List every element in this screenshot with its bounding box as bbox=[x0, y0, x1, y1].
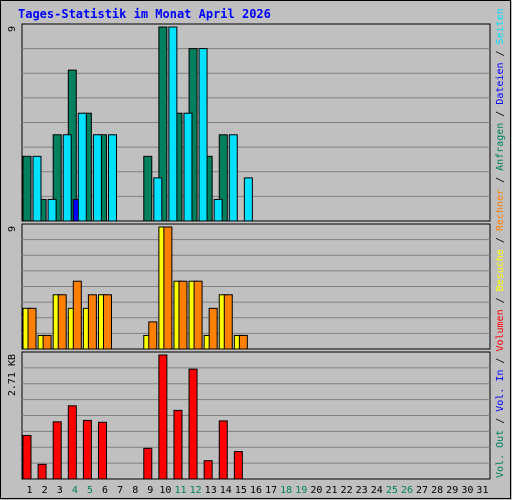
bar-rechner-day-13 bbox=[208, 307, 218, 350]
legend-separator: / bbox=[495, 352, 506, 370]
x-tick-label-9: 9 bbox=[147, 485, 153, 496]
bar-anfragen-day-1 bbox=[22, 155, 32, 222]
x-tick-label-19: 19 bbox=[295, 485, 307, 496]
legend-separator: / bbox=[495, 291, 506, 309]
x-tick-label-4: 4 bbox=[72, 485, 78, 496]
bar-anfragen-day-9 bbox=[143, 155, 153, 222]
legend-item-seiten: Seiten bbox=[495, 8, 506, 44]
bar-rechner-day-5 bbox=[87, 294, 97, 350]
legend-separator: / bbox=[495, 231, 506, 249]
bar-volumen-day-1 bbox=[22, 435, 32, 480]
bar-volumen-day-14 bbox=[218, 420, 228, 480]
bar-rechner-day-1 bbox=[27, 307, 37, 350]
bar-rechner-day-15 bbox=[238, 334, 248, 350]
bar-rechner-day-4 bbox=[72, 280, 82, 350]
x-tick-label-1: 1 bbox=[27, 485, 33, 496]
bar-seiten-day-5 bbox=[92, 134, 102, 222]
bar-seiten-day-13 bbox=[213, 198, 223, 222]
bar-seiten-day-9 bbox=[153, 177, 163, 222]
bar-rechner-day-14 bbox=[223, 294, 233, 350]
x-tick-label-6: 6 bbox=[102, 485, 108, 496]
x-tick-label-30: 30 bbox=[461, 485, 473, 496]
bar-anfragen-day-14 bbox=[218, 134, 228, 222]
legend-item-vol--out: Vol. Out bbox=[495, 430, 506, 478]
bar-seiten-day-6 bbox=[107, 134, 117, 222]
bar-anfragen-day-3 bbox=[52, 134, 62, 222]
x-tick-label-22: 22 bbox=[341, 485, 353, 496]
panel-top-ymax-label: 9 bbox=[7, 26, 18, 32]
bar-seiten-day-15 bbox=[243, 177, 253, 222]
legend-item-rechner: Rechner bbox=[495, 189, 506, 231]
bar-volumen-day-11 bbox=[173, 409, 183, 480]
x-tick-label-11: 11 bbox=[174, 485, 186, 496]
x-tick-label-28: 28 bbox=[431, 485, 443, 496]
x-tick-label-17: 17 bbox=[265, 485, 277, 496]
bar-seiten-day-4 bbox=[77, 112, 87, 222]
chart-title: Tages-Statistik im Monat April 2026 bbox=[18, 7, 271, 21]
x-tick-label-5: 5 bbox=[87, 485, 93, 496]
bar-rechner-day-9 bbox=[148, 321, 158, 350]
x-tick-label-23: 23 bbox=[356, 485, 368, 496]
bar-rechner-day-3 bbox=[57, 294, 67, 350]
bar-volumen-day-3 bbox=[52, 421, 62, 480]
bar-seiten-day-12 bbox=[198, 48, 208, 222]
x-tick-label-18: 18 bbox=[280, 485, 292, 496]
bar-seiten-day-3 bbox=[62, 134, 72, 222]
x-tick-label-7: 7 bbox=[117, 485, 123, 496]
x-tick-label-20: 20 bbox=[310, 485, 322, 496]
bar-volumen-day-13 bbox=[203, 460, 213, 480]
panel-middle-ymax-label: 9 bbox=[7, 226, 18, 232]
x-tick-label-10: 10 bbox=[159, 485, 171, 496]
bar-seiten-day-14 bbox=[228, 134, 238, 222]
legend-item-volumen: Volumen bbox=[495, 309, 506, 351]
legend-separator: / bbox=[495, 44, 506, 62]
bar-volumen-day-2 bbox=[37, 463, 47, 480]
x-tick-label-27: 27 bbox=[416, 485, 428, 496]
panel-middle: 9 bbox=[7, 223, 491, 350]
x-tick-label-12: 12 bbox=[190, 485, 202, 496]
bar-volumen-day-10 bbox=[158, 354, 168, 480]
x-tick-label-25: 25 bbox=[386, 485, 398, 496]
x-tick-label-29: 29 bbox=[446, 485, 458, 496]
legend-separator: / bbox=[495, 412, 506, 430]
x-tick-label-13: 13 bbox=[205, 485, 217, 496]
bar-anfragen-day-10 bbox=[158, 26, 168, 222]
x-tick-label-31: 31 bbox=[476, 485, 488, 496]
x-tick-label-16: 16 bbox=[250, 485, 262, 496]
bar-seiten-day-11 bbox=[183, 112, 193, 222]
bar-rechner-day-10 bbox=[163, 226, 173, 350]
legend-separator: / bbox=[495, 105, 506, 123]
x-tick-label-14: 14 bbox=[220, 485, 232, 496]
legend-separator: / bbox=[495, 171, 506, 189]
bar-rechner-day-12 bbox=[193, 280, 203, 350]
bar-seiten-day-10 bbox=[168, 26, 178, 222]
x-tick-label-8: 8 bbox=[132, 485, 138, 496]
bar-rechner-day-2 bbox=[42, 334, 52, 350]
bar-volumen-day-5 bbox=[82, 419, 92, 480]
legend-item-dateien: Dateien bbox=[495, 63, 506, 105]
bar-volumen-day-6 bbox=[97, 421, 107, 480]
bar-rechner-day-6 bbox=[102, 294, 112, 350]
bar-seiten-day-1 bbox=[32, 155, 42, 222]
bar-seiten-day-2 bbox=[47, 198, 57, 222]
panel-bottom-ymax-label: 2.71 KB bbox=[7, 354, 18, 396]
legend-item-anfragen: Anfragen bbox=[495, 123, 506, 171]
x-tick-label-15: 15 bbox=[235, 485, 247, 496]
legend-vertical: Vol. Out / Vol. In / Volumen / Besuche /… bbox=[495, 8, 506, 478]
x-tick-label-3: 3 bbox=[57, 485, 63, 496]
legend-item-vol--in: Vol. In bbox=[495, 370, 506, 412]
x-tick-label-24: 24 bbox=[371, 485, 383, 496]
x-tick-label-21: 21 bbox=[325, 485, 337, 496]
bar-volumen-day-12 bbox=[188, 368, 198, 480]
bar-volumen-day-15 bbox=[233, 451, 243, 480]
bar-volumen-day-9 bbox=[143, 447, 153, 480]
panel-bottom: 2.71 KB bbox=[7, 351, 491, 480]
panel-top: 9 bbox=[7, 23, 491, 222]
x-tick-label-2: 2 bbox=[42, 485, 48, 496]
x-tick-label-26: 26 bbox=[401, 485, 413, 496]
legend-item-besuche: Besuche bbox=[495, 249, 506, 291]
bar-volumen-day-4 bbox=[67, 405, 77, 480]
bar-rechner-day-11 bbox=[178, 280, 188, 350]
